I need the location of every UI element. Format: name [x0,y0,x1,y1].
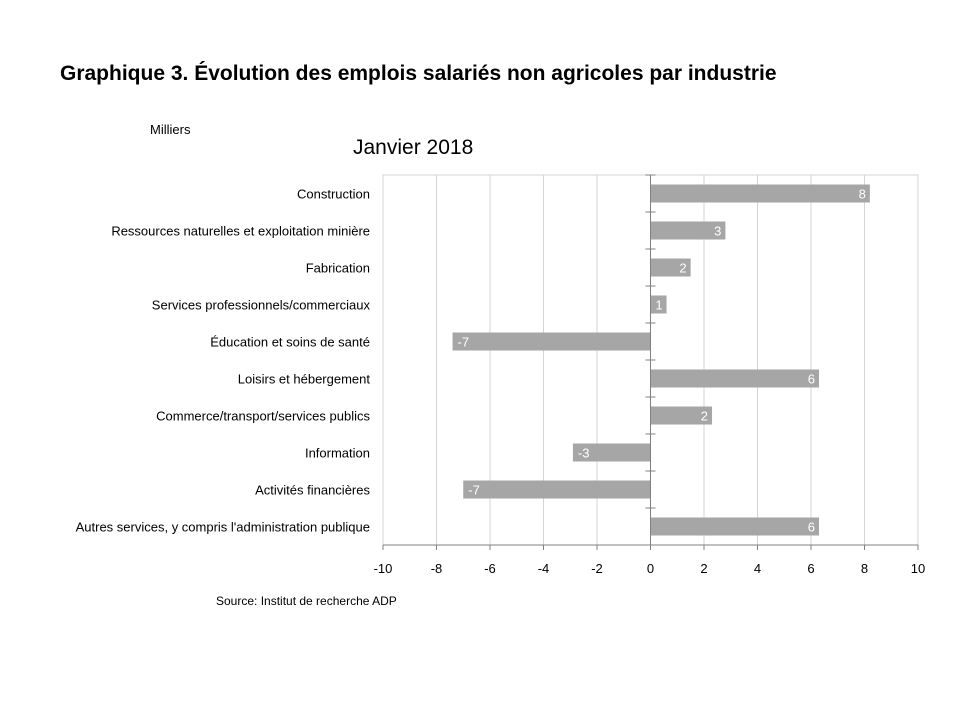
bar [650,295,667,314]
bar [463,480,651,499]
units-label: Milliers [150,122,191,137]
bar [650,184,870,203]
bar [572,443,651,462]
x-tick-label: -6 [484,561,496,576]
x-tick-label: -10 [374,561,393,576]
category-label: Information [305,446,370,461]
x-tick-label: 6 [807,561,814,576]
category-label: Autres services, y compris l'administrat… [76,520,370,535]
data-label: -7 [458,335,470,350]
category-label: Ressources naturelles et exploitation mi… [111,224,370,239]
bar [650,221,726,240]
category-label: Loisirs et hébergement [238,372,371,387]
chart-title: Graphique 3. Évolution des emplois salar… [60,62,777,85]
x-tick-label: -8 [431,561,443,576]
bar [650,258,691,277]
data-label: 6 [808,520,815,535]
data-label: 6 [808,372,815,387]
category-label: Construction [297,187,370,202]
x-tick-label: 8 [861,561,868,576]
category-label: Services professionnels/commerciaux [152,298,371,313]
data-label: 8 [859,187,866,202]
source-note: Source: Institut de recherche ADP [216,594,397,608]
labels: -10 -8 -6 -4 -2 0 2 4 6 8 10 Construction 8 Ressource… [76,187,926,577]
axes [382,174,919,550]
bar [650,406,713,425]
bar [650,517,820,536]
x-tick-label: 4 [754,561,761,576]
x-tick-label: -4 [538,561,550,576]
data-label: 1 [655,298,662,313]
data-label: 2 [701,409,708,424]
data-label: 2 [679,261,686,276]
x-tick-label: -2 [591,561,603,576]
bars [452,184,870,536]
data-label: 3 [714,224,721,239]
x-tick-label: 10 [911,561,925,576]
category-label: Activités financières [255,483,370,498]
x-tick-label: 2 [700,561,707,576]
data-label: -3 [578,446,590,461]
category-label: Fabrication [306,261,370,276]
chart-subtitle: Janvier 2018 [353,136,474,159]
bar [650,369,820,388]
category-label: Commerce/transport/services publics [156,409,370,424]
data-label: -7 [468,483,480,498]
x-tick-label: 0 [647,561,654,576]
category-label: Éducation et soins de santé [210,335,370,350]
bar [452,332,651,351]
